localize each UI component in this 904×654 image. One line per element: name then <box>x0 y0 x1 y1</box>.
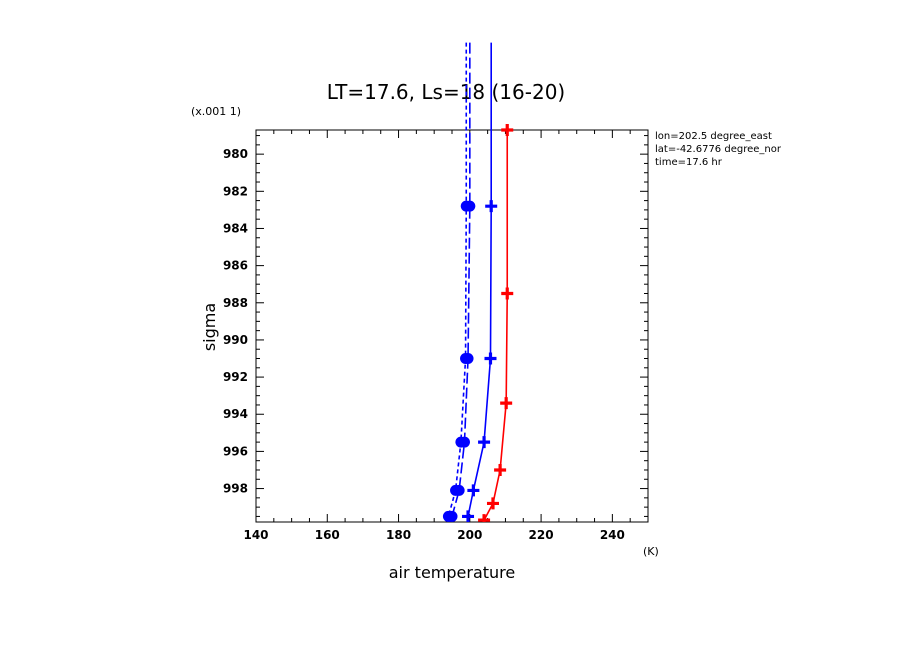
data-point-dot <box>460 200 472 212</box>
data-point-dot <box>442 510 454 522</box>
x-tick-label: 180 <box>386 528 411 542</box>
y-tick-label: 984 <box>223 221 248 235</box>
axis-ticks: 140 160 180 200 220 240 980 982 984 986 988 990 992 9… <box>223 130 649 542</box>
y-tick-label: 992 <box>223 370 248 384</box>
series-line <box>447 42 468 517</box>
x-tick-label: 200 <box>457 528 482 542</box>
x-tick-label: 220 <box>529 528 554 542</box>
data-point-plus <box>462 510 475 522</box>
y-tick-label: 986 <box>223 259 248 273</box>
info-lat: lat=-42.6776 degree_north <box>655 144 791 155</box>
series-line <box>483 130 509 521</box>
series-1 <box>462 42 498 522</box>
info-lon: lon=202.5 degree_east <box>655 131 772 142</box>
y-tick-label: 998 <box>223 482 248 496</box>
y-tick-label: 990 <box>223 333 248 347</box>
y-tick-label: 996 <box>223 444 248 458</box>
x-tick-label: 240 <box>600 528 625 542</box>
series-3 <box>442 42 472 522</box>
data-point-plus <box>494 463 507 476</box>
data-point-plus <box>486 497 499 510</box>
data-point-plus <box>467 484 480 497</box>
data-point-plus <box>478 514 491 522</box>
series-2 <box>446 42 476 522</box>
y-tick-label: 980 <box>223 147 248 161</box>
chart-title: LT=17.6, Ls=18 (16-20) <box>327 80 565 104</box>
info-clip-mask <box>781 128 811 173</box>
data-point-dot <box>455 436 467 448</box>
y-axis-label: sigma <box>200 303 219 351</box>
y-scale-note: (x.001 1) <box>191 105 241 118</box>
data-point-plus <box>484 352 497 365</box>
info-time: time=17.6 hr <box>655 157 723 168</box>
x-tick-label: 140 <box>243 528 268 542</box>
data-point-plus <box>501 124 514 136</box>
data-point-plus <box>501 287 514 300</box>
y-tick-label: 988 <box>223 296 248 310</box>
data-point-plus <box>478 436 491 449</box>
data-point-dot <box>450 484 462 496</box>
x-tick-label: 160 <box>315 528 340 542</box>
plot-frame <box>255 129 649 523</box>
series-line <box>467 42 493 517</box>
x-axis-label: air temperature <box>389 563 515 582</box>
x-unit-label: (K) <box>643 545 659 558</box>
y-tick-label: 994 <box>223 407 248 421</box>
series-layer <box>442 42 514 522</box>
data-point-plus <box>500 397 513 410</box>
data-point-plus <box>485 200 498 213</box>
data-point-dot <box>460 353 472 365</box>
y-tick-label: 982 <box>223 184 248 198</box>
series-0 <box>478 124 514 522</box>
